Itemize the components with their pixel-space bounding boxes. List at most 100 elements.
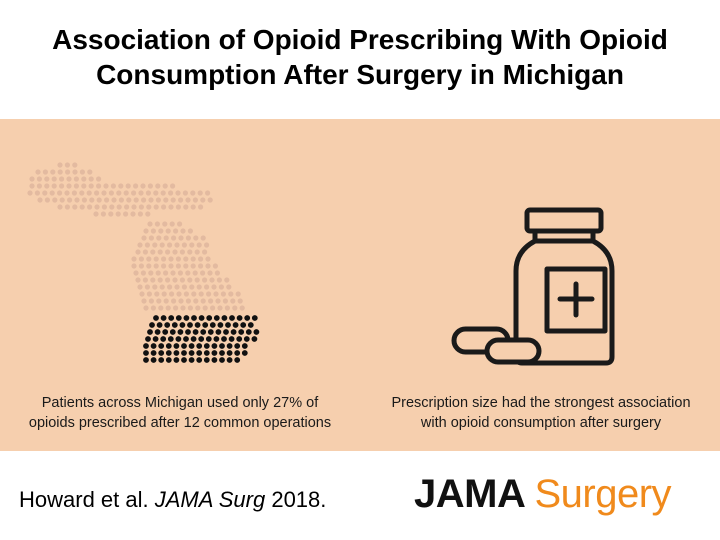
map-dot — [206, 315, 213, 321]
map-dot — [157, 249, 163, 255]
map-dot — [159, 284, 165, 290]
map-dot — [190, 336, 197, 342]
map-dot — [241, 350, 248, 356]
map-dot — [143, 305, 149, 311]
map-dot — [210, 305, 216, 311]
map-dot — [226, 343, 233, 349]
citation-journal: JAMA Surg — [154, 487, 266, 512]
map-dot — [93, 211, 99, 217]
map-dot — [126, 197, 132, 203]
map-dot — [224, 277, 230, 283]
map-dot — [177, 270, 183, 276]
map-dot — [209, 277, 215, 283]
map-dot — [221, 336, 227, 342]
map-dot — [138, 263, 144, 269]
map-dot — [160, 336, 167, 342]
map-dot — [79, 169, 85, 175]
map-dot — [178, 235, 184, 241]
map-dot — [216, 277, 222, 283]
map-dot — [29, 183, 35, 189]
map-dot — [175, 190, 181, 196]
map-dot — [150, 277, 156, 283]
map-dot — [66, 176, 72, 182]
map-dot — [245, 329, 252, 335]
citation-year: 2018. — [271, 487, 327, 512]
map-dot — [226, 350, 233, 356]
map-dot — [155, 197, 161, 203]
map-dot — [64, 162, 70, 168]
map-dot — [179, 249, 185, 255]
map-dot — [161, 256, 167, 262]
map-dot — [65, 169, 71, 175]
map-dot — [192, 270, 198, 276]
map-dot — [236, 315, 243, 321]
map-dot — [222, 298, 228, 304]
map-dot — [36, 183, 43, 189]
map-dot — [179, 277, 185, 283]
map-dot — [131, 190, 137, 196]
map-dot — [221, 315, 228, 321]
map-dot — [228, 336, 235, 342]
map-dot — [196, 357, 203, 363]
map-dot — [173, 305, 179, 311]
map-dot — [165, 305, 171, 311]
map-dot — [213, 315, 220, 321]
map-dot — [144, 242, 150, 248]
map-dot — [181, 242, 187, 248]
map-dot — [175, 336, 182, 342]
map-dot — [196, 343, 203, 349]
logo-jama: JAMA — [414, 472, 524, 516]
map-dot — [237, 298, 243, 304]
map-dot — [179, 322, 186, 328]
map-dot — [158, 350, 165, 356]
map-dot — [185, 235, 191, 241]
map-dot — [188, 343, 195, 349]
title-line-2: Consumption After Surgery in Michigan — [96, 59, 624, 90]
map-dot — [238, 329, 245, 335]
map-dot — [143, 343, 149, 349]
map-dot — [137, 284, 143, 290]
map-dot — [161, 291, 167, 297]
map-dot — [149, 322, 155, 328]
map-dot — [143, 228, 149, 234]
map-dot — [183, 291, 189, 297]
map-dot — [66, 183, 72, 189]
map-dot — [148, 197, 154, 203]
map-dot — [131, 263, 137, 269]
map-dot — [147, 329, 153, 335]
map-dot — [230, 329, 237, 335]
map-dot — [226, 357, 233, 363]
map-dot — [87, 204, 93, 210]
map-dot — [211, 350, 218, 356]
map-dot — [138, 190, 144, 196]
map-dot — [226, 284, 232, 290]
citation-authors: Howard et al. — [19, 487, 149, 512]
map-dot — [219, 343, 225, 349]
map-dot — [208, 298, 214, 304]
map-dot — [182, 190, 188, 196]
map-dot — [165, 249, 171, 255]
map-dot — [103, 183, 109, 189]
map-dot — [96, 197, 102, 203]
map-dot — [183, 204, 189, 210]
map-dot — [163, 298, 169, 304]
map-dot — [133, 270, 139, 276]
map-dot — [175, 256, 181, 262]
map-dot — [234, 350, 241, 356]
map-dot — [153, 256, 159, 262]
map-dot — [174, 242, 180, 248]
map-dot — [177, 221, 183, 227]
map-dot — [137, 211, 143, 217]
map-dot — [180, 305, 186, 311]
map-dot — [243, 336, 250, 342]
map-dot — [155, 270, 161, 276]
map-dot — [202, 305, 208, 311]
map-dot — [198, 256, 204, 262]
map-dot — [218, 284, 224, 290]
map-dot — [57, 190, 63, 196]
map-dot — [150, 357, 157, 363]
map-dot — [142, 249, 148, 255]
map-dot — [147, 183, 153, 189]
map-dot — [158, 357, 165, 363]
map-dot — [191, 315, 197, 321]
